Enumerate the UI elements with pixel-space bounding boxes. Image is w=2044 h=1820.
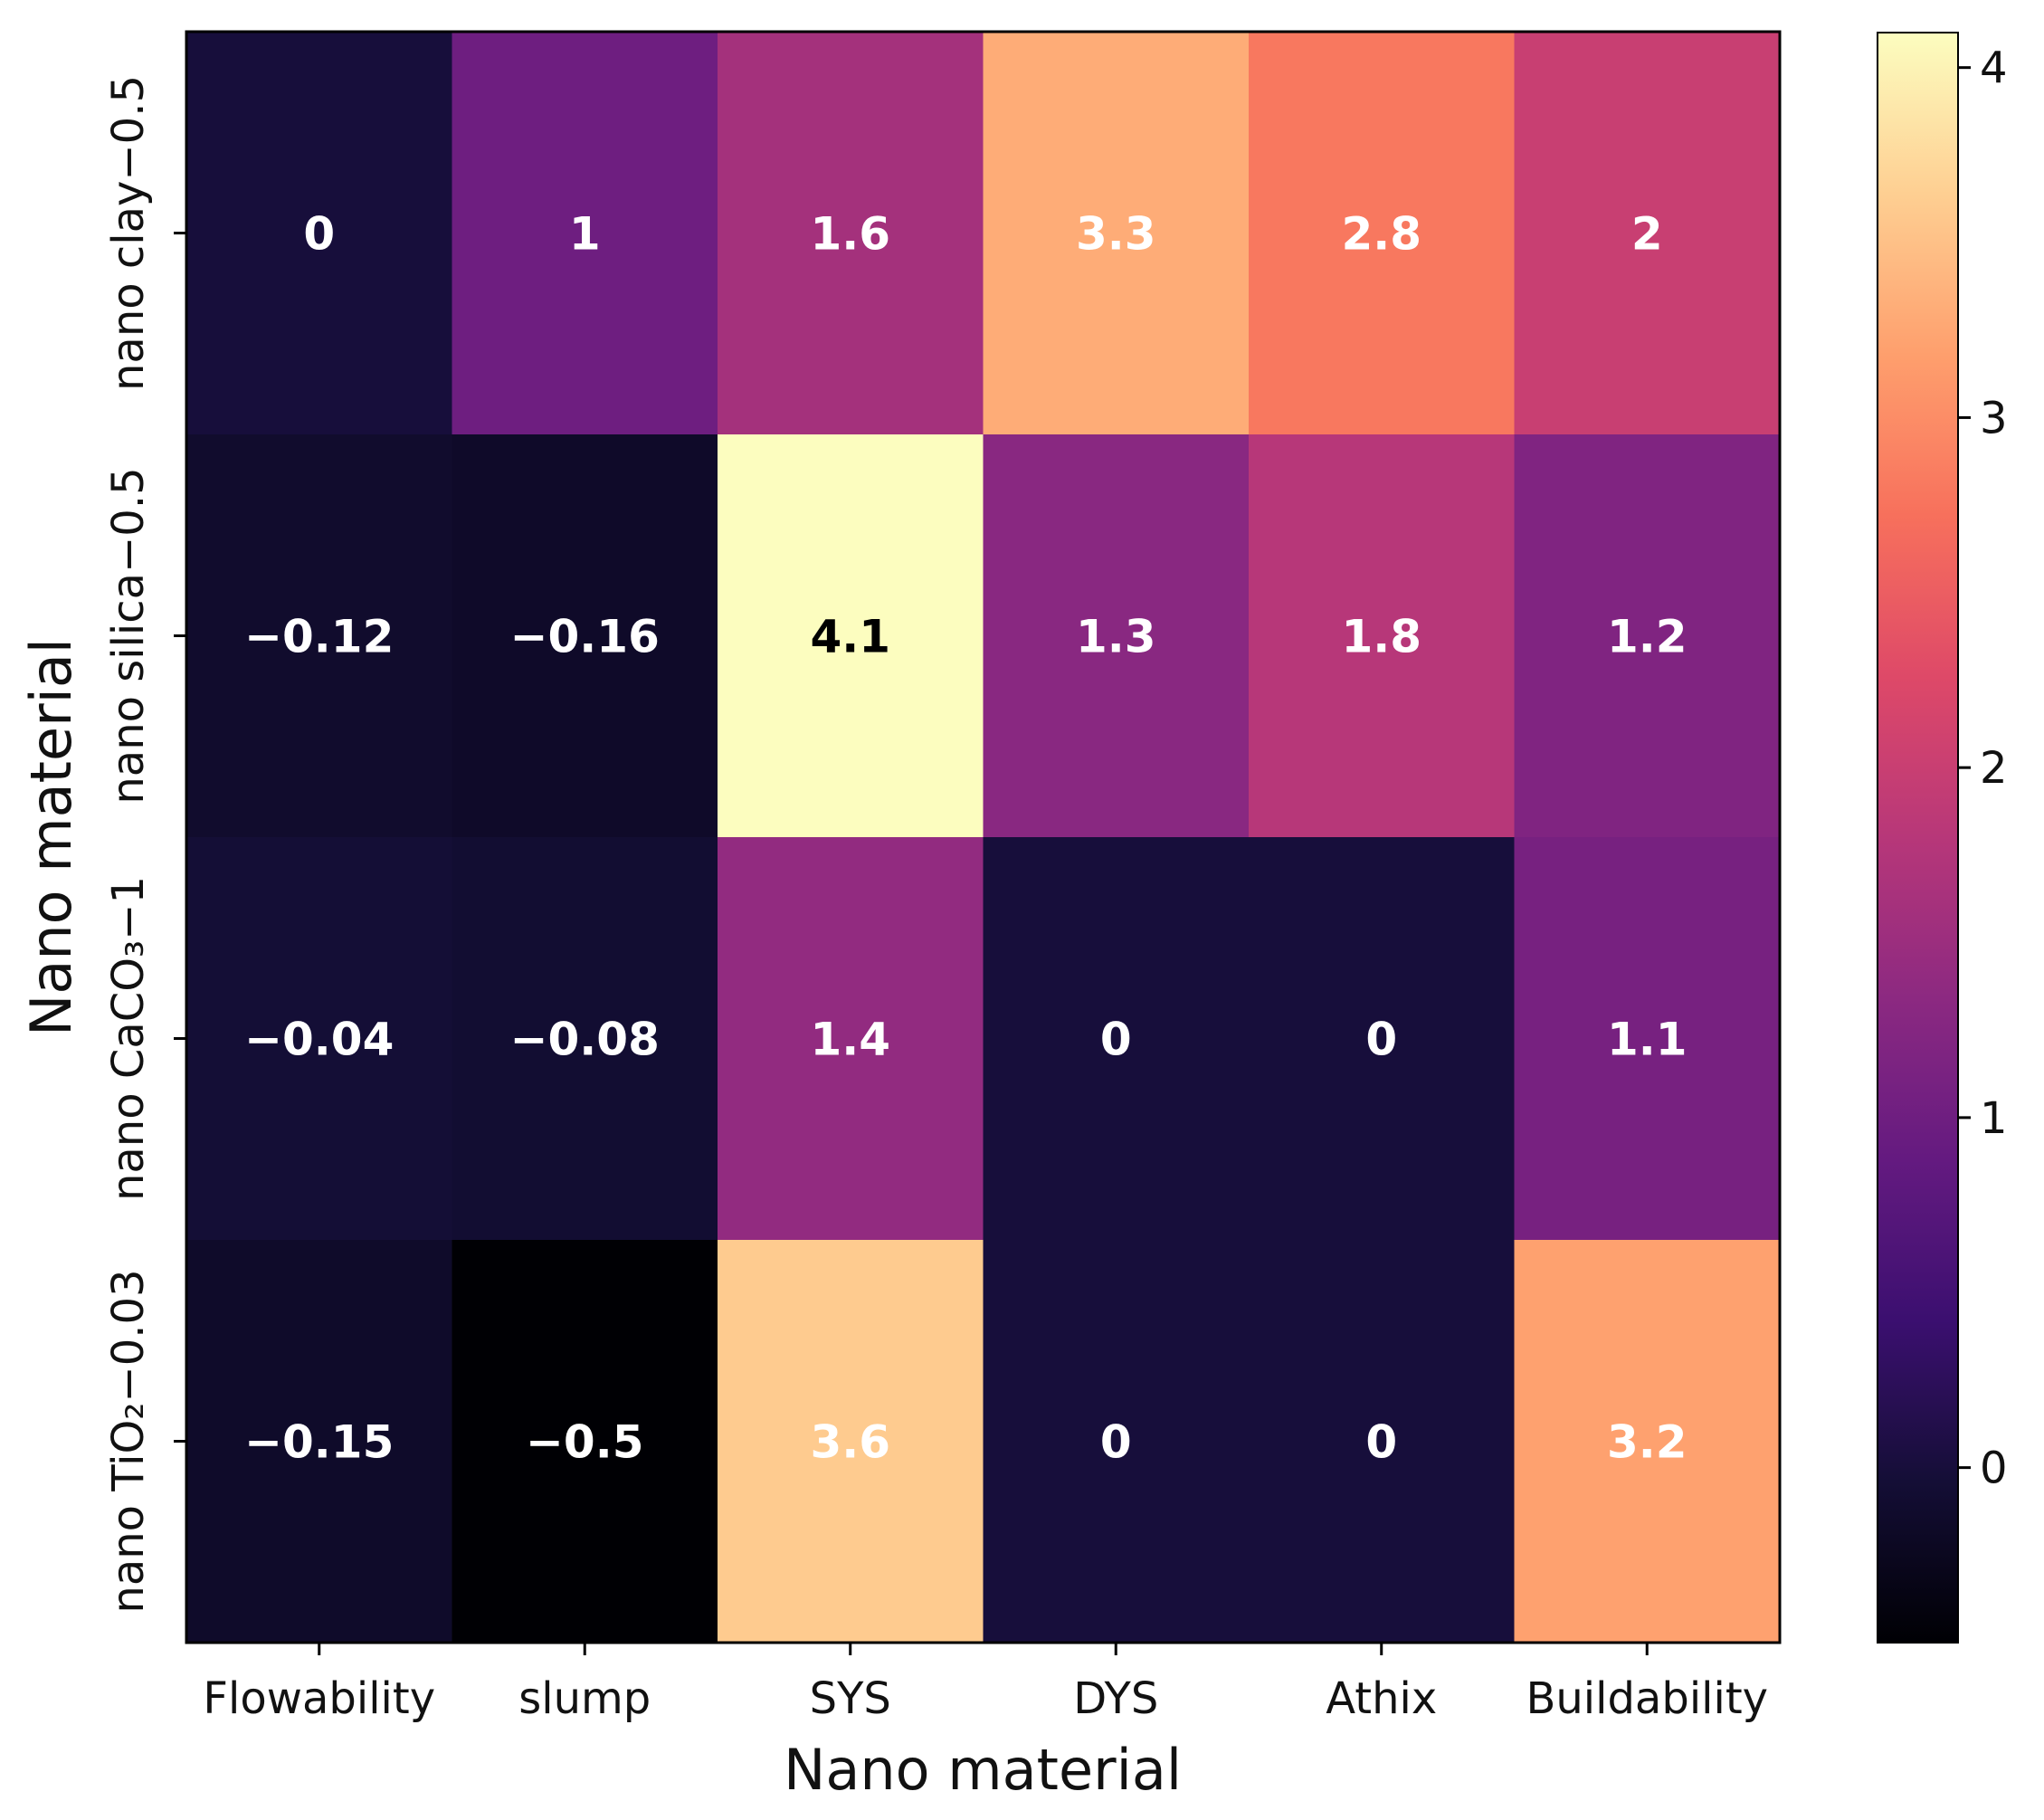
cell-value-label: −0.15	[244, 1416, 394, 1469]
heatmap-cell	[1249, 32, 1515, 435]
heatmap-cells	[186, 32, 1781, 1644]
y-axis-label: Nano material	[18, 638, 84, 1036]
x-axis-label: Nano material	[784, 1737, 1182, 1803]
x-tick-label: Buildability	[1526, 1673, 1768, 1724]
cell-value-label: 4.1	[810, 611, 890, 663]
y-axis-ticks: nano clay−0.5 nano silica−0.5 nano CaCO₃−1…	[103, 75, 186, 1614]
cell-value-label: 3.2	[1607, 1416, 1687, 1469]
heatmap-cell	[186, 434, 452, 838]
x-tick-label: DYS	[1073, 1673, 1158, 1724]
colorbar-gradient	[1877, 32, 1959, 1644]
heatmap-cell	[718, 32, 984, 435]
x-axis-ticks: Flowability slump SYS DYS Athix Buildability	[203, 1643, 1768, 1724]
cell-value-label: 3.3	[1076, 208, 1156, 261]
cell-value-label: 0	[1100, 1014, 1132, 1066]
colorbar-tick-label: 4	[1980, 43, 2008, 94]
heatmap-cell	[983, 837, 1250, 1241]
heatmap-cell	[186, 1240, 452, 1644]
x-tick-label: Athix	[1326, 1673, 1437, 1724]
colorbar-tick-label: 2	[1980, 743, 2008, 794]
cell-value-label: 2	[1631, 208, 1663, 261]
heatmap-cell	[452, 434, 718, 838]
x-tick-label: SYS	[810, 1673, 891, 1724]
cell-value-label: 1.2	[1607, 611, 1687, 663]
heatmap-cell	[452, 32, 718, 435]
colorbar-tick-label: 3	[1980, 393, 2008, 443]
heatmap-cell	[983, 32, 1250, 435]
plot-frame	[185, 30, 1782, 1644]
heatmap-cell	[452, 1240, 718, 1644]
cell-value-label: −0.5	[526, 1416, 643, 1469]
cell-value-label: −0.12	[244, 611, 394, 663]
heatmap-cell	[1514, 837, 1781, 1241]
heatmap-cell	[1514, 32, 1781, 435]
cell-annotations: 0 1 1.6 3.3 2.8 2 −0.12 −0.16 4.1 1.3 1.8 1.2 −0.04 −…	[244, 208, 1687, 1469]
heatmap-cell	[1249, 1240, 1515, 1644]
heatmap-cell	[983, 1240, 1250, 1644]
cell-value-label: 0	[1100, 1416, 1132, 1469]
cell-value-label: 0	[1365, 1416, 1397, 1469]
colorbar: 0 1 2 3 4	[1877, 32, 2008, 1644]
heatmap-cell	[983, 434, 1250, 838]
heatmap-cell	[186, 837, 452, 1241]
cell-value-label: 1	[569, 208, 601, 261]
cell-value-label: 0	[1365, 1014, 1397, 1066]
cell-value-label: −0.16	[510, 611, 660, 663]
heatmap-cell	[718, 1240, 984, 1644]
x-tick-label: Flowability	[203, 1673, 435, 1724]
heatmap-cell	[186, 32, 452, 435]
colorbar-tick-label: 0	[1980, 1444, 2008, 1494]
heatmap-cell	[1514, 1240, 1781, 1644]
cell-value-label: 1.4	[810, 1014, 890, 1066]
cell-value-label: 1.6	[810, 208, 890, 261]
heatmap-cell	[1249, 837, 1515, 1241]
heatmap-cell	[718, 837, 984, 1241]
cell-value-label: 2.8	[1341, 208, 1421, 261]
cell-value-label: −0.04	[244, 1014, 394, 1066]
cell-value-label: 1.3	[1076, 611, 1156, 663]
heatmap-cell	[1249, 434, 1515, 838]
cell-value-label: −0.08	[510, 1014, 660, 1066]
y-tick-label: nano clay−0.5	[103, 75, 154, 391]
cell-value-label: 1.1	[1607, 1014, 1687, 1066]
colorbar-tick-label: 1	[1980, 1093, 2008, 1144]
colorbar-ticks: 0 1 2 3 4	[1958, 43, 2008, 1494]
cell-value-label: 3.6	[810, 1416, 890, 1469]
heatmap-cell	[1514, 434, 1781, 838]
heatmap-cell	[452, 837, 718, 1241]
y-tick-label: nano CaCO₃−1	[103, 876, 154, 1201]
y-tick-label: nano silica−0.5	[103, 467, 154, 804]
heatmap-cell	[718, 434, 984, 838]
y-tick-label: nano TiO₂−0.03	[103, 1269, 154, 1613]
x-tick-label: slump	[518, 1673, 651, 1724]
cell-value-label: 1.8	[1341, 611, 1421, 663]
cell-value-label: 0	[303, 208, 335, 261]
